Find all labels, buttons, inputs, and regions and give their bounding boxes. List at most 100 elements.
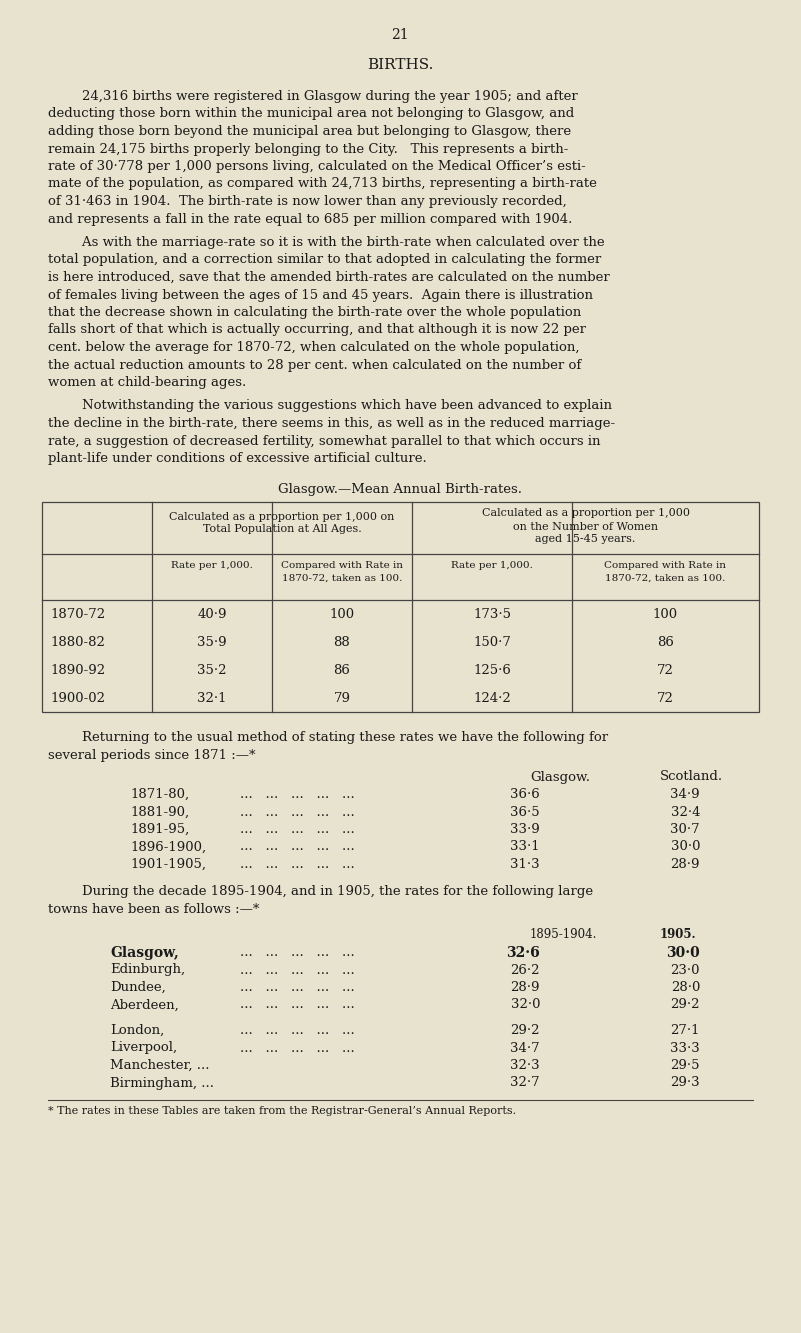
Text: 32·7: 32·7 bbox=[510, 1077, 540, 1089]
Text: 125·6: 125·6 bbox=[473, 664, 511, 677]
Text: 1881-90,: 1881-90, bbox=[130, 805, 189, 818]
Text: 26·2: 26·2 bbox=[510, 964, 540, 977]
Text: ...   ...   ...   ...   ...: ... ... ... ... ... bbox=[240, 964, 355, 977]
Text: 1870-72, taken as 100.: 1870-72, taken as 100. bbox=[606, 573, 726, 583]
Text: ...   ...   ...   ...   ...: ... ... ... ... ... bbox=[240, 858, 355, 870]
Text: Rate per 1,000.: Rate per 1,000. bbox=[171, 561, 253, 571]
Text: and represents a fall in the rate equal to 685 per million compared with 1904.: and represents a fall in the rate equal … bbox=[48, 212, 573, 225]
Text: 30·0: 30·0 bbox=[666, 946, 700, 960]
Text: Liverpool,: Liverpool, bbox=[110, 1041, 177, 1054]
Text: 86: 86 bbox=[657, 636, 674, 648]
Text: 33·9: 33·9 bbox=[510, 822, 540, 836]
Text: that the decrease shown in calculating the birth-rate over the whole population: that the decrease shown in calculating t… bbox=[48, 307, 582, 319]
Text: London,: London, bbox=[110, 1024, 164, 1037]
Text: 28·9: 28·9 bbox=[670, 858, 700, 870]
Text: of females living between the ages of 15 and 45 years.  Again there is illustrat: of females living between the ages of 15… bbox=[48, 288, 593, 301]
Text: Glasgow.—Mean Annual Birth-rates.: Glasgow.—Mean Annual Birth-rates. bbox=[278, 484, 522, 496]
Text: 24,316 births were registered in Glasgow during the year 1905; and after: 24,316 births were registered in Glasgow… bbox=[48, 91, 578, 103]
Text: cent. below the average for 1870-72, when calculated on the whole population,: cent. below the average for 1870-72, whe… bbox=[48, 341, 579, 355]
Text: 29·5: 29·5 bbox=[670, 1058, 700, 1072]
Text: 1891-95,: 1891-95, bbox=[130, 822, 189, 836]
Text: Glasgow,: Glasgow, bbox=[110, 946, 179, 960]
Text: aged 15-45 years.: aged 15-45 years. bbox=[535, 535, 636, 544]
Text: ...   ...   ...   ...   ...: ... ... ... ... ... bbox=[240, 805, 355, 818]
Text: 21: 21 bbox=[391, 28, 409, 43]
Text: 1905.: 1905. bbox=[660, 929, 697, 941]
Text: towns have been as follows :—*: towns have been as follows :—* bbox=[48, 902, 260, 916]
Text: of 31·463 in 1904.  The birth-rate is now lower than any previously recorded,: of 31·463 in 1904. The birth-rate is now… bbox=[48, 195, 567, 208]
Text: 32·3: 32·3 bbox=[510, 1058, 540, 1072]
Text: 88: 88 bbox=[334, 636, 350, 648]
Text: 86: 86 bbox=[333, 664, 351, 677]
Text: 32·4: 32·4 bbox=[670, 805, 700, 818]
Text: 1900-02: 1900-02 bbox=[50, 692, 105, 705]
Text: mate of the population, as compared with 24,713 births, representing a birth-rat: mate of the population, as compared with… bbox=[48, 177, 597, 191]
Text: on the Number of Women: on the Number of Women bbox=[513, 521, 658, 532]
Text: Rate per 1,000.: Rate per 1,000. bbox=[451, 561, 533, 571]
Text: Dundee,: Dundee, bbox=[110, 981, 166, 994]
Text: 1870-72: 1870-72 bbox=[50, 608, 105, 620]
Text: 34·9: 34·9 bbox=[670, 788, 700, 801]
Text: rate of 30·778 per 1,000 persons living, calculated on the Medical Officer’s est: rate of 30·778 per 1,000 persons living,… bbox=[48, 160, 586, 173]
Text: adding those born beyond the municipal area but belonging to Glasgow, there: adding those born beyond the municipal a… bbox=[48, 125, 571, 139]
Bar bbox=[42, 501, 759, 712]
Text: ...   ...   ...   ...   ...: ... ... ... ... ... bbox=[240, 981, 355, 994]
Text: Aberdeen,: Aberdeen, bbox=[110, 998, 179, 1012]
Text: deducting those born within the municipal area not belonging to Glasgow, and: deducting those born within the municipa… bbox=[48, 108, 574, 120]
Text: Edinburgh,: Edinburgh, bbox=[110, 964, 185, 977]
Text: 1890-92: 1890-92 bbox=[50, 664, 105, 677]
Text: remain 24,175 births properly belonging to the City.   This represents a birth-: remain 24,175 births properly belonging … bbox=[48, 143, 569, 156]
Text: 33·3: 33·3 bbox=[670, 1041, 700, 1054]
Text: 28·0: 28·0 bbox=[670, 981, 700, 994]
Text: 1880-82: 1880-82 bbox=[50, 636, 105, 648]
Text: 35·2: 35·2 bbox=[197, 664, 227, 677]
Text: Total Population at All Ages.: Total Population at All Ages. bbox=[203, 524, 361, 535]
Text: Calculated as a proportion per 1,000 on: Calculated as a proportion per 1,000 on bbox=[169, 512, 395, 521]
Text: 29·2: 29·2 bbox=[510, 1024, 540, 1037]
Text: 36·6: 36·6 bbox=[510, 788, 540, 801]
Text: 79: 79 bbox=[333, 692, 351, 705]
Text: 32·0: 32·0 bbox=[510, 998, 540, 1012]
Text: ...   ...   ...   ...   ...: ... ... ... ... ... bbox=[240, 1041, 355, 1054]
Text: Compared with Rate in: Compared with Rate in bbox=[281, 561, 403, 571]
Text: Birmingham, ...: Birmingham, ... bbox=[110, 1077, 214, 1089]
Text: Calculated as a proportion per 1,000: Calculated as a proportion per 1,000 bbox=[481, 508, 690, 519]
Text: ...   ...   ...   ...   ...: ... ... ... ... ... bbox=[240, 788, 355, 801]
Text: total population, and a correction similar to that adopted in calculating the fo: total population, and a correction simil… bbox=[48, 253, 602, 267]
Text: 124·2: 124·2 bbox=[473, 692, 511, 705]
Text: 1895-1904.: 1895-1904. bbox=[530, 929, 598, 941]
Text: 31·3: 31·3 bbox=[510, 858, 540, 870]
Text: Glasgow.: Glasgow. bbox=[530, 770, 590, 784]
Text: women at child-bearing ages.: women at child-bearing ages. bbox=[48, 376, 246, 389]
Text: 29·2: 29·2 bbox=[670, 998, 700, 1012]
Text: 23·0: 23·0 bbox=[670, 964, 700, 977]
Text: As with the marriage-rate so it is with the birth-rate when calculated over the: As with the marriage-rate so it is with … bbox=[48, 236, 605, 249]
Text: 1871-80,: 1871-80, bbox=[130, 788, 189, 801]
Text: 72: 72 bbox=[657, 664, 674, 677]
Text: 1901-1905,: 1901-1905, bbox=[130, 858, 206, 870]
Text: 35·9: 35·9 bbox=[197, 636, 227, 648]
Text: the actual reduction amounts to 28 per cent. when calculated on the number of: the actual reduction amounts to 28 per c… bbox=[48, 359, 582, 372]
Text: Notwithstanding the various suggestions which have been advanced to explain: Notwithstanding the various suggestions … bbox=[48, 400, 612, 412]
Text: During the decade 1895-1904, and in 1905, the rates for the following large: During the decade 1895-1904, and in 1905… bbox=[48, 885, 593, 898]
Text: 34·7: 34·7 bbox=[510, 1041, 540, 1054]
Text: 1870-72, taken as 100.: 1870-72, taken as 100. bbox=[282, 573, 402, 583]
Text: ...   ...   ...   ...   ...: ... ... ... ... ... bbox=[240, 822, 355, 836]
Text: 72: 72 bbox=[657, 692, 674, 705]
Text: 1896-1900,: 1896-1900, bbox=[130, 841, 206, 853]
Text: plant-life under conditions of excessive artificial culture.: plant-life under conditions of excessive… bbox=[48, 452, 427, 465]
Text: Scotland.: Scotland. bbox=[660, 770, 723, 784]
Text: 100: 100 bbox=[653, 608, 678, 620]
Text: ...   ...   ...   ...   ...: ... ... ... ... ... bbox=[240, 946, 355, 958]
Text: 33·1: 33·1 bbox=[510, 841, 540, 853]
Text: rate, a suggestion of decreased fertility, somewhat parallel to that which occur: rate, a suggestion of decreased fertilit… bbox=[48, 435, 601, 448]
Text: ...   ...   ...   ...   ...: ... ... ... ... ... bbox=[240, 998, 355, 1012]
Text: * The rates in these Tables are taken from the Registrar-General’s Annual Report: * The rates in these Tables are taken fr… bbox=[48, 1106, 516, 1116]
Text: several periods since 1871 :—*: several periods since 1871 :—* bbox=[48, 749, 256, 762]
Text: 100: 100 bbox=[329, 608, 355, 620]
Text: ...   ...   ...   ...   ...: ... ... ... ... ... bbox=[240, 1024, 355, 1037]
Text: 29·3: 29·3 bbox=[670, 1077, 700, 1089]
Text: Manchester, ...: Manchester, ... bbox=[110, 1058, 210, 1072]
Text: 36·5: 36·5 bbox=[510, 805, 540, 818]
Text: ...   ...   ...   ...   ...: ... ... ... ... ... bbox=[240, 841, 355, 853]
